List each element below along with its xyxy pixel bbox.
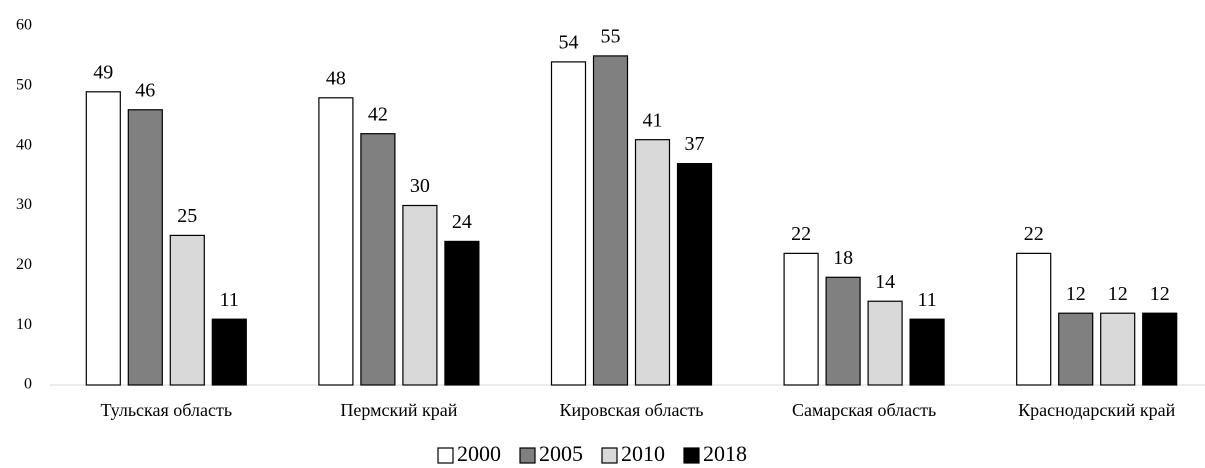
bar (592, 55, 629, 386)
bar (127, 109, 163, 386)
bar (211, 318, 247, 386)
bar (783, 252, 819, 386)
value-label: 42 (368, 103, 388, 125)
y-tick-label: 50 (16, 77, 32, 94)
bar (1100, 312, 1136, 386)
bar (825, 276, 861, 386)
legend-label: 2010 (621, 441, 665, 466)
y-tick-label: 20 (16, 256, 32, 273)
x-tick-label: Самарская область (792, 400, 936, 420)
bar (444, 240, 480, 386)
bar (402, 204, 438, 386)
value-label: 12 (1150, 283, 1170, 305)
legend-swatch (519, 447, 536, 464)
value-label: 30 (410, 175, 430, 197)
value-label: 54 (559, 31, 579, 53)
legend-label: 2018 (703, 441, 747, 466)
value-label: 49 (93, 61, 113, 83)
legend-label: 2005 (539, 441, 583, 466)
value-label: 12 (1066, 283, 1086, 305)
value-label: 22 (1024, 223, 1044, 245)
x-tick-label: Пермский край (340, 400, 457, 420)
x-tick-label: Краснодарский край (1018, 400, 1175, 420)
legend-label: 2000 (457, 441, 501, 466)
x-tick-label: Кировская область (559, 400, 703, 420)
value-label: 14 (875, 271, 895, 293)
bar (1016, 252, 1052, 386)
value-label: 24 (452, 211, 472, 233)
y-tick-label: 40 (16, 136, 32, 153)
y-tick-label: 30 (16, 196, 32, 213)
bar (1142, 312, 1178, 386)
bar (867, 300, 903, 386)
value-label: 11 (220, 289, 239, 311)
bar (909, 318, 945, 386)
value-label: 25 (177, 205, 197, 227)
legend-swatch (601, 447, 618, 464)
bar (550, 61, 587, 386)
value-label: 12 (1108, 283, 1128, 305)
bar (85, 91, 121, 386)
value-label: 22 (791, 223, 811, 245)
legend-swatch (437, 447, 454, 464)
legend-swatch (683, 447, 700, 464)
value-label: 46 (135, 79, 155, 101)
value-label: 11 (917, 289, 936, 311)
x-tick-label: Тульская область (101, 400, 232, 420)
bar (676, 163, 713, 386)
y-tick-label: 60 (16, 17, 32, 34)
y-tick-label: 10 (16, 316, 32, 333)
bar (634, 139, 671, 386)
value-label: 41 (643, 109, 663, 131)
bar (360, 133, 396, 386)
value-label: 37 (685, 133, 705, 155)
value-label: 55 (601, 26, 621, 48)
value-label: 48 (326, 67, 346, 89)
bar (169, 234, 205, 386)
bar (318, 97, 354, 386)
value-label: 18 (833, 247, 853, 269)
bar (1058, 312, 1094, 386)
y-tick-label: 0 (24, 376, 32, 393)
